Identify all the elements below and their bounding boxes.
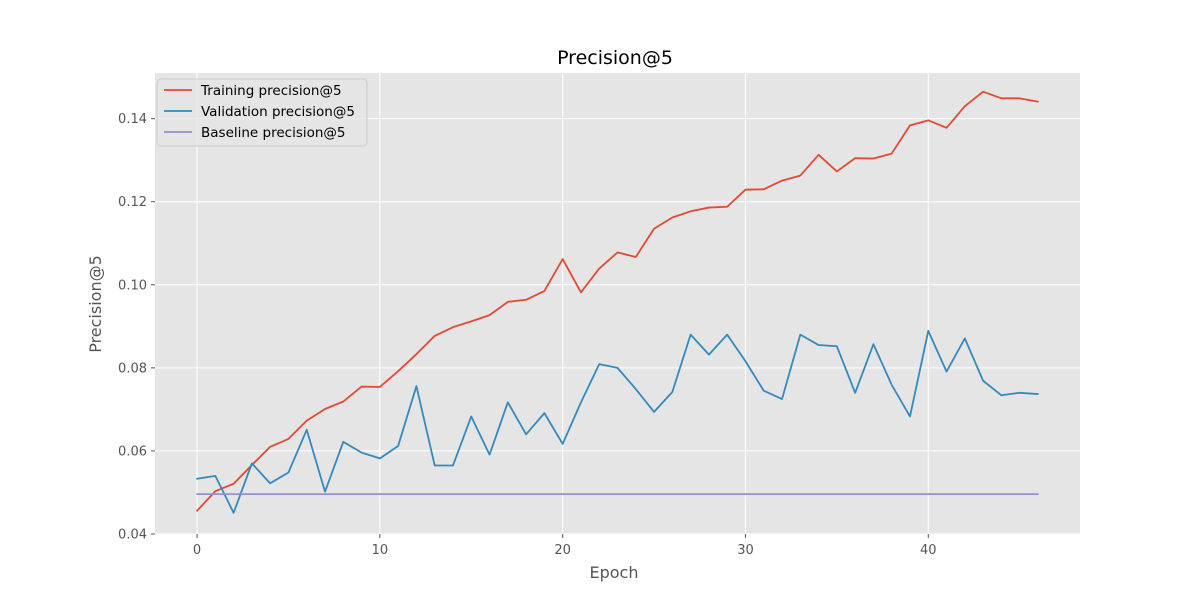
x-tick-label: 10 xyxy=(372,543,389,558)
x-tick-label: 30 xyxy=(737,543,754,558)
x-tick-label: 40 xyxy=(920,543,937,558)
x-tick-label: 0 xyxy=(193,543,201,558)
y-tick-label: 0.06 xyxy=(118,444,147,459)
y-axis-label: Precision@5 xyxy=(86,255,105,353)
x-axis-label: Epoch xyxy=(590,563,639,582)
series-line-1 xyxy=(196,90,1039,512)
y-tick-label: 0.04 xyxy=(118,528,147,543)
series-line-2 xyxy=(196,330,1039,514)
legend-box xyxy=(156,78,368,147)
tick-labels: 0 10 20 30 40 0.04 0.06 0.08 0.10 0.12 0.14 xyxy=(118,112,936,558)
series-lines xyxy=(196,90,1039,514)
legend-label: Training precision@5 xyxy=(200,83,342,99)
y-tick-label: 0.12 xyxy=(118,195,147,210)
y-tick-label: 0.14 xyxy=(118,112,147,127)
grid-lines xyxy=(155,73,1080,535)
legend-label: Baseline precision@5 xyxy=(201,125,346,141)
x-tick-label: 20 xyxy=(554,543,571,558)
legend-label: Validation precision@5 xyxy=(201,104,355,120)
legend: Training precision@5 Validation precision… xyxy=(156,78,368,147)
chart-title: Precision@5 xyxy=(557,47,673,69)
plot-area xyxy=(155,73,1080,534)
y-tick-label: 0.08 xyxy=(118,361,147,376)
y-tick-label: 0.10 xyxy=(118,278,147,293)
